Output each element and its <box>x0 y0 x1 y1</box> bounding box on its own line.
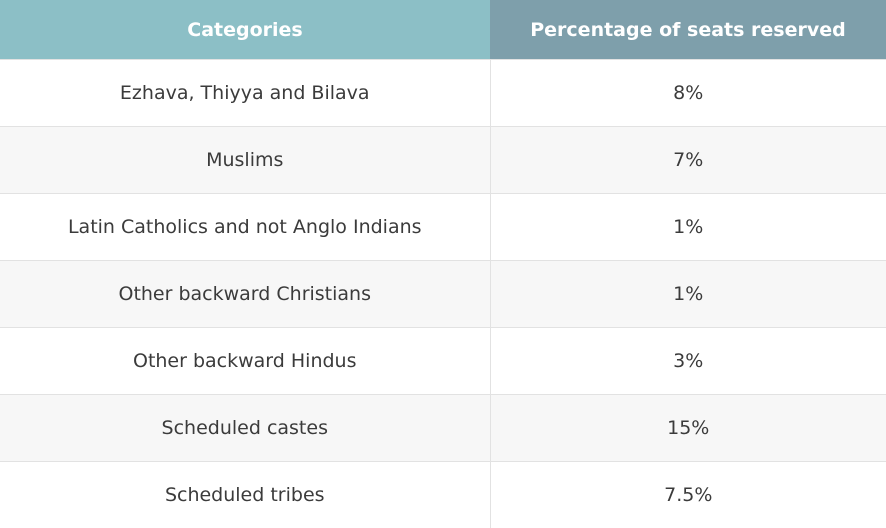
category-cell: Other backward Christians <box>0 261 490 328</box>
category-cell: Scheduled castes <box>0 395 490 462</box>
table-row: Scheduled tribes 7.5% <box>0 462 886 528</box>
category-cell: Ezhava, Thiyya and Bilava <box>0 60 490 127</box>
category-cell: Scheduled tribes <box>0 462 490 528</box>
header-row: Categories Percentage of seats reserved <box>0 0 886 60</box>
percentage-cell: 1% <box>490 194 886 261</box>
percentage-cell: 3% <box>490 328 886 395</box>
table-row: Ezhava, Thiyya and Bilava 8% <box>0 60 886 127</box>
percentage-cell: 8% <box>490 60 886 127</box>
category-cell: Muslims <box>0 127 490 194</box>
percentage-cell: 1% <box>490 261 886 328</box>
category-cell: Other backward Hindus <box>0 328 490 395</box>
table-row: Other backward Hindus 3% <box>0 328 886 395</box>
category-cell: Latin Catholics and not Anglo Indians <box>0 194 490 261</box>
table-row: Scheduled castes 15% <box>0 395 886 462</box>
percentage-cell: 7% <box>490 127 886 194</box>
percentage-cell: 7.5% <box>490 462 886 528</box>
percentage-cell: 15% <box>490 395 886 462</box>
table-row: Latin Catholics and not Anglo Indians 1% <box>0 194 886 261</box>
header-percentage: Percentage of seats reserved <box>490 0 886 60</box>
header-categories: Categories <box>0 0 490 60</box>
table-row: Other backward Christians 1% <box>0 261 886 328</box>
table-row: Muslims 7% <box>0 127 886 194</box>
